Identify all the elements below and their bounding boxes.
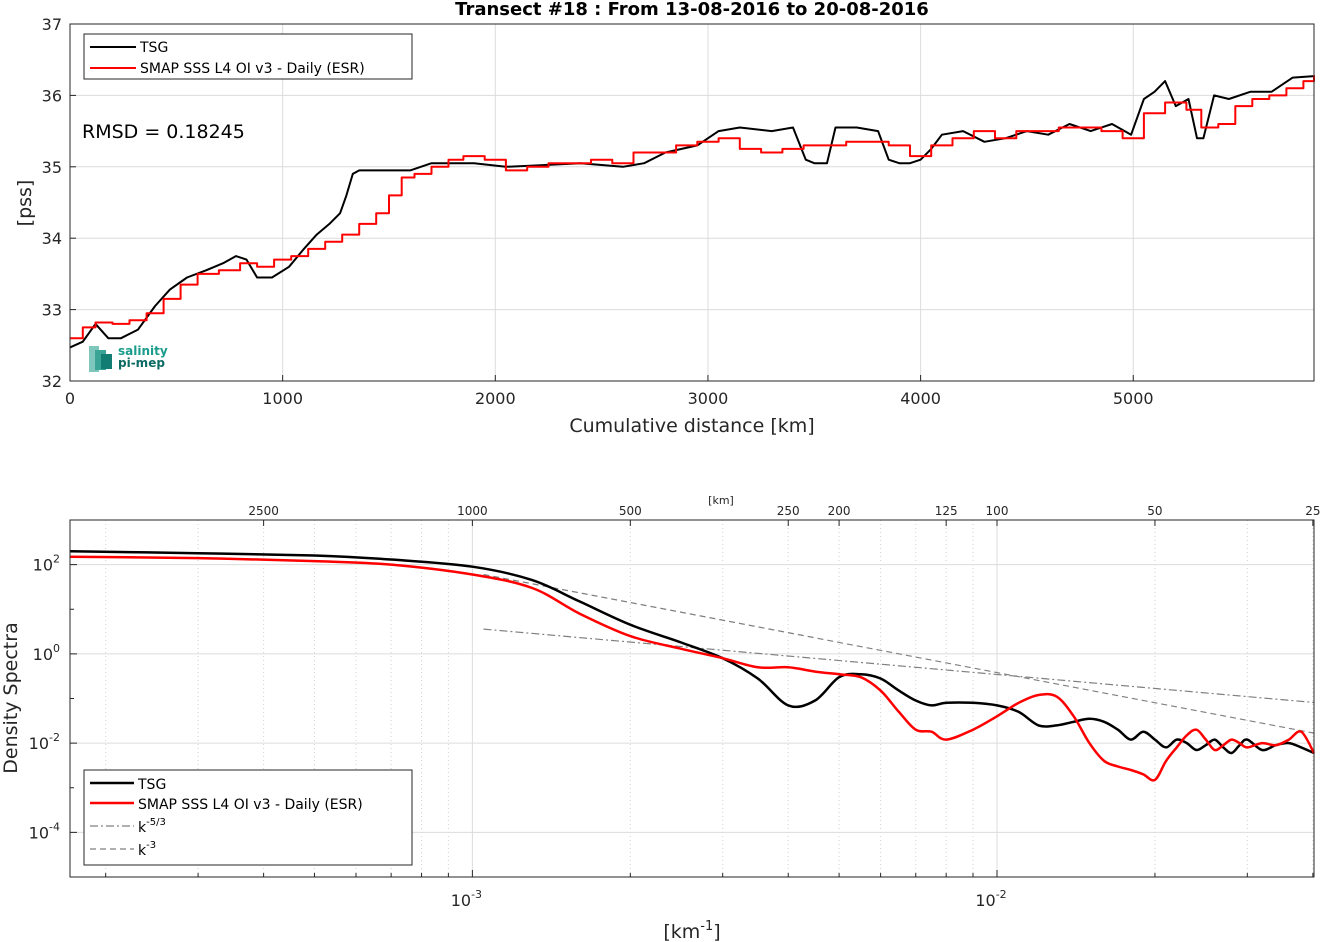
- top-tick-label: 50: [1147, 504, 1162, 518]
- y-tick-label: 33: [42, 301, 62, 320]
- legend-label-k3-exponent: -3: [146, 840, 156, 851]
- y-axis-label: Density Spectra: [0, 622, 22, 773]
- y-tick-label-exponent: 0: [53, 642, 60, 655]
- legend-label-tsg: TSG: [139, 40, 168, 56]
- logo-mark: [89, 346, 99, 372]
- series-line-smap: [70, 75, 1315, 340]
- x-tick-label: 10-2: [975, 888, 1006, 910]
- salinity-transect-chart: 0 1000 2000 3000 4000 5000 32 33 34 35 36 37 Transe…: [14, 0, 1315, 437]
- series-group: [69, 549, 1316, 782]
- x-tick-label: 10-3: [451, 888, 482, 910]
- x-axis-label-tail: ]: [713, 921, 720, 942]
- legend-label-k3: k-3: [138, 840, 156, 859]
- x-tick-label-exponent: -2: [996, 888, 1007, 901]
- x-tick-label: 4000: [900, 389, 941, 408]
- y-tick-label-exponent: 2: [53, 553, 60, 566]
- legend-box: [83, 769, 413, 866]
- top-tick-label: 100: [986, 504, 1009, 518]
- top-tick-label: 2500: [248, 504, 279, 518]
- x-tick-label: 0: [65, 389, 75, 408]
- x-axis-label-exponent: -1: [700, 919, 713, 934]
- y-tick-label-base: 10: [33, 556, 53, 575]
- top-tick-label: 500: [619, 504, 642, 518]
- x-axis-label: [km-1]: [663, 919, 720, 942]
- y-tick-label: 35: [42, 158, 62, 177]
- x-tick-label: 5000: [1113, 389, 1154, 408]
- top-tick-label: 200: [828, 504, 851, 518]
- legend-label-k3-base: k: [138, 843, 147, 859]
- top-tick-label: 1000: [457, 504, 488, 518]
- logo-mark-layer-dark: [101, 354, 112, 369]
- top-tick-label: 125: [935, 504, 958, 518]
- y-tick-label: 10-2: [29, 731, 60, 753]
- x-tick-label: 2000: [475, 389, 516, 408]
- salinity-pi-mep-logo: salinity pi-mep: [89, 344, 168, 372]
- legend-label-tsg: TSG: [137, 777, 166, 793]
- logo-text-salinity: salinity: [118, 344, 168, 358]
- chart-title: Transect #18 : From 13-08-2016 to 20-08-…: [455, 0, 929, 20]
- axes-box: [69, 23, 1315, 382]
- series-line-k-minus-3: [483, 573, 1315, 734]
- legend-label-smap: SMAP SSS L4 OI v3 - Daily (ESR): [140, 61, 365, 77]
- y-tick-label-base: 10: [29, 823, 49, 842]
- x-axis-label-base: [km: [663, 921, 700, 942]
- legend: TSG SMAP SSS L4 OI v3 - Daily (ESR) k-5/…: [83, 769, 413, 866]
- x-tick-label-base: 10: [451, 891, 471, 910]
- legend-label-k53-exponent: -5/3: [146, 817, 166, 828]
- legend: TSG SMAP SSS L4 OI v3 - Daily (ESR): [83, 33, 413, 80]
- rmsd-annotation: RMSD = 0.18245: [82, 121, 245, 143]
- top-tick-label: 250: [777, 504, 800, 518]
- x-axis-label: Cumulative distance [km]: [569, 415, 814, 437]
- x-tick-label-exponent: -3: [471, 888, 482, 901]
- y-tick-label: 32: [42, 372, 62, 391]
- series-line-k-minus-5-3: [483, 628, 1315, 704]
- y-tick-label: 36: [42, 86, 62, 105]
- series-line-tsg: [69, 75, 1315, 349]
- series-line-smap: [69, 555, 1316, 782]
- x-tick-label: 3000: [688, 389, 729, 408]
- legend-label-smap: SMAP SSS L4 OI v3 - Daily (ESR): [138, 797, 363, 813]
- x-tick-label: 1000: [262, 389, 303, 408]
- top-tick-label: 25: [1305, 504, 1320, 518]
- legend-box: [83, 33, 413, 80]
- top-axis-label: [km]: [708, 494, 734, 507]
- y-tick-label: 102: [33, 553, 60, 575]
- y-tick-label-exponent: -2: [49, 731, 60, 744]
- y-axis-label: [pss]: [14, 180, 36, 227]
- y-tick-label: 100: [33, 642, 60, 664]
- series-group: [69, 75, 1315, 349]
- series-line-tsg: [69, 549, 1315, 755]
- y-tick-label-exponent: -4: [49, 820, 60, 833]
- y-tick-label-base: 10: [29, 734, 49, 753]
- y-tick-label: 10-4: [29, 820, 60, 842]
- logo-mark-layer: [95, 350, 106, 370]
- y-tick-label-base: 10: [33, 645, 53, 664]
- legend-label-k53-base: k: [138, 820, 147, 836]
- y-tick-label: 34: [42, 229, 62, 248]
- x-tick-label-base: 10: [975, 891, 995, 910]
- plot-area: [70, 24, 1314, 381]
- ticks: 0 1000 2000 3000 4000 5000 32 33 34 35 36 37: [42, 15, 1154, 408]
- logo-text-pimep: pi-mep: [118, 356, 165, 370]
- legend-label-k53: k-5/3: [138, 817, 166, 836]
- y-tick-label: 37: [42, 15, 62, 34]
